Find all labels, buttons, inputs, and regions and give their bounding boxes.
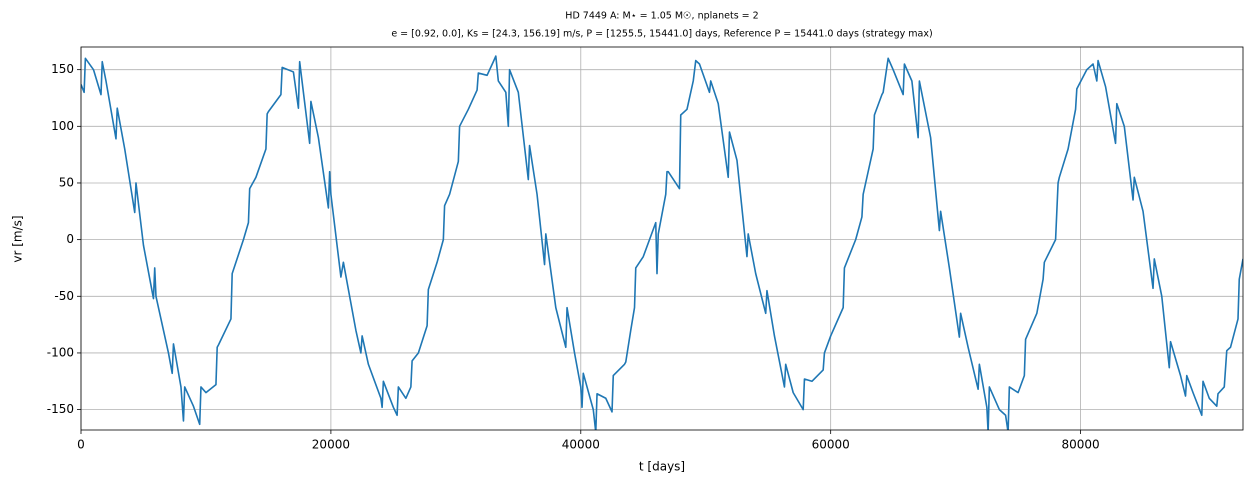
chart-title: HD 7449 A: M⋆ = 1.05 M☉, nplanets = 2 (565, 11, 758, 22)
x-axis-label: t [days] (639, 460, 685, 474)
x-tick-label: 80000 (1061, 438, 1099, 452)
y-tick-label: 0 (66, 232, 74, 246)
x-tick-label: 60000 (812, 438, 850, 452)
x-tick-label: 0 (77, 438, 85, 452)
y-tick-label: 150 (51, 62, 74, 76)
y-tick-label: 100 (51, 119, 74, 133)
y-axis-label: vr [m/s] (11, 215, 25, 262)
plot-frame (80, 46, 1244, 431)
y-tick-label: -150 (47, 402, 74, 416)
y-tick-label: -100 (47, 345, 74, 359)
x-tick-label: 20000 (312, 438, 350, 452)
y-tick-label: 50 (59, 175, 74, 189)
x-tick-label: 40000 (562, 438, 600, 452)
y-tick-label: -50 (54, 289, 74, 303)
data-line (81, 55, 1243, 430)
chart-subtitle: e = [0.92, 0.0], Ks = [24.3, 156.19] m/s… (391, 29, 932, 40)
